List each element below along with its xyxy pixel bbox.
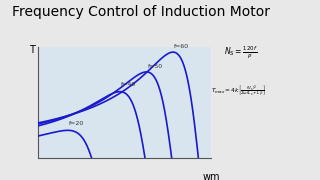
Text: $N_S = \frac{120\,f}{P}$: $N_S = \frac{120\,f}{P}$ [224,45,258,61]
Text: $T_{max} = 4k\left[\frac{(V_s)^2}{2\omega(L_s+L_r^{\prime})}\right]$: $T_{max} = 4k\left[\frac{(V_s)^2}{2\omeg… [211,83,266,99]
Text: f=40: f=40 [121,82,136,87]
Text: Frequency Control of Induction Motor: Frequency Control of Induction Motor [12,5,270,19]
Text: f=60: f=60 [174,44,189,49]
Text: T: T [28,45,35,55]
Text: f=20: f=20 [68,121,84,126]
Text: wm: wm [203,172,220,180]
Text: f=50: f=50 [148,64,163,69]
